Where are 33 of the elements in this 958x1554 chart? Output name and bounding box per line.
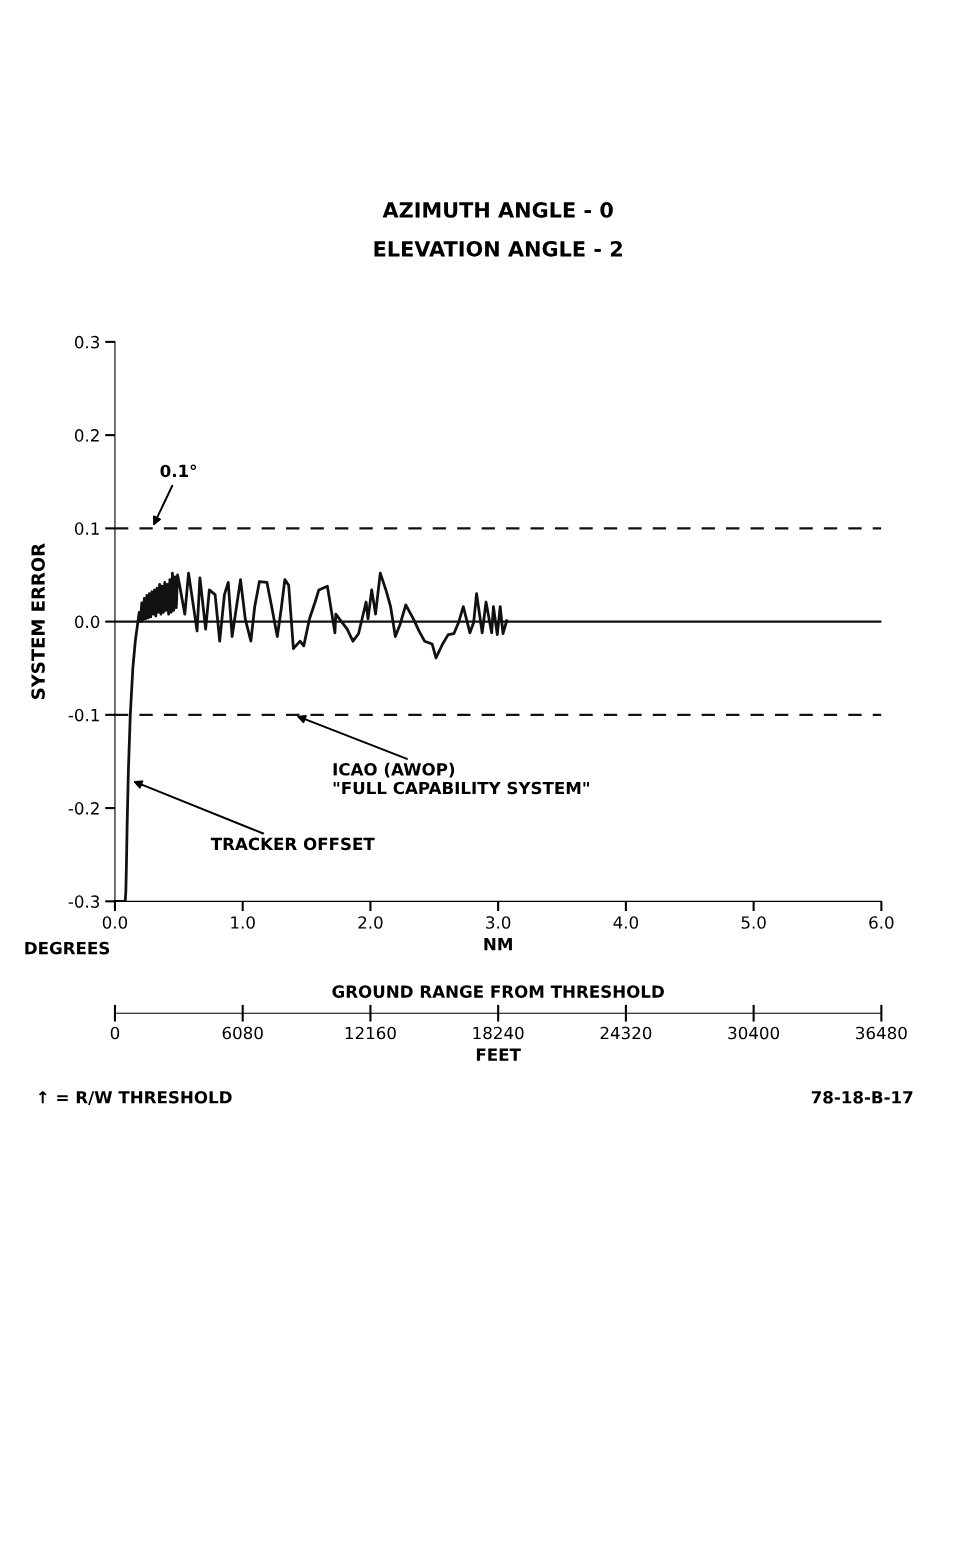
x-tick-label: 4.0 <box>613 916 639 929</box>
x2-tick-label: 0 <box>110 1026 120 1040</box>
y-tick-label: -0.3 <box>68 895 100 908</box>
annotation: 0.1° <box>160 464 197 478</box>
x-tick-label: 5.0 <box>741 916 766 929</box>
y-tick-label: 0.3 <box>74 335 100 349</box>
y-tick-label: 0.2 <box>74 429 99 442</box>
y-axis-title: SYSTEM ERROR <box>31 543 45 699</box>
y-tick-label: -0.1 <box>68 708 99 722</box>
y-tick-label: -0.2 <box>68 802 99 815</box>
x-tick-label: 1.0 <box>231 916 255 929</box>
x2-tick-label: 30400 <box>728 1026 780 1040</box>
annotation: TRACKER OFFSET <box>210 837 375 851</box>
y-tick-label: 0.0 <box>74 615 100 629</box>
chart-subtitle: ELEVATION ANGLE - 2 <box>374 240 622 257</box>
text: 78-18-B-17 <box>811 1090 913 1104</box>
x-axis-title: NM <box>484 938 512 951</box>
x2-tick-label: 36480 <box>856 1026 907 1040</box>
x-tick-label: 2.0 <box>358 916 383 929</box>
y-tick-label: 0.1 <box>74 522 99 535</box>
x-tick-label: 6.0 <box>869 916 894 929</box>
x-tick-label: 3.0 <box>486 916 511 929</box>
annotation: ICAO (AWOP) "FULL CAPABILITY SYSTEM" <box>333 762 589 795</box>
x2-tick-label: 18240 <box>473 1026 524 1040</box>
x-tick-label: 0.0 <box>102 916 128 929</box>
text: DEGREES <box>25 941 110 955</box>
x2-tick-label: 24320 <box>600 1026 652 1040</box>
text: GROUND RANGE FROM THRESHOLD <box>332 985 664 998</box>
x2-axis-title: FEET <box>476 1048 521 1061</box>
x2-tick-label: 12160 <box>345 1026 396 1040</box>
x2-tick-label: 6080 <box>222 1026 263 1040</box>
text: ↑ = R/W THRESHOLD <box>38 1090 232 1105</box>
chart-title: AZIMUTH ANGLE - 0 <box>382 202 613 218</box>
